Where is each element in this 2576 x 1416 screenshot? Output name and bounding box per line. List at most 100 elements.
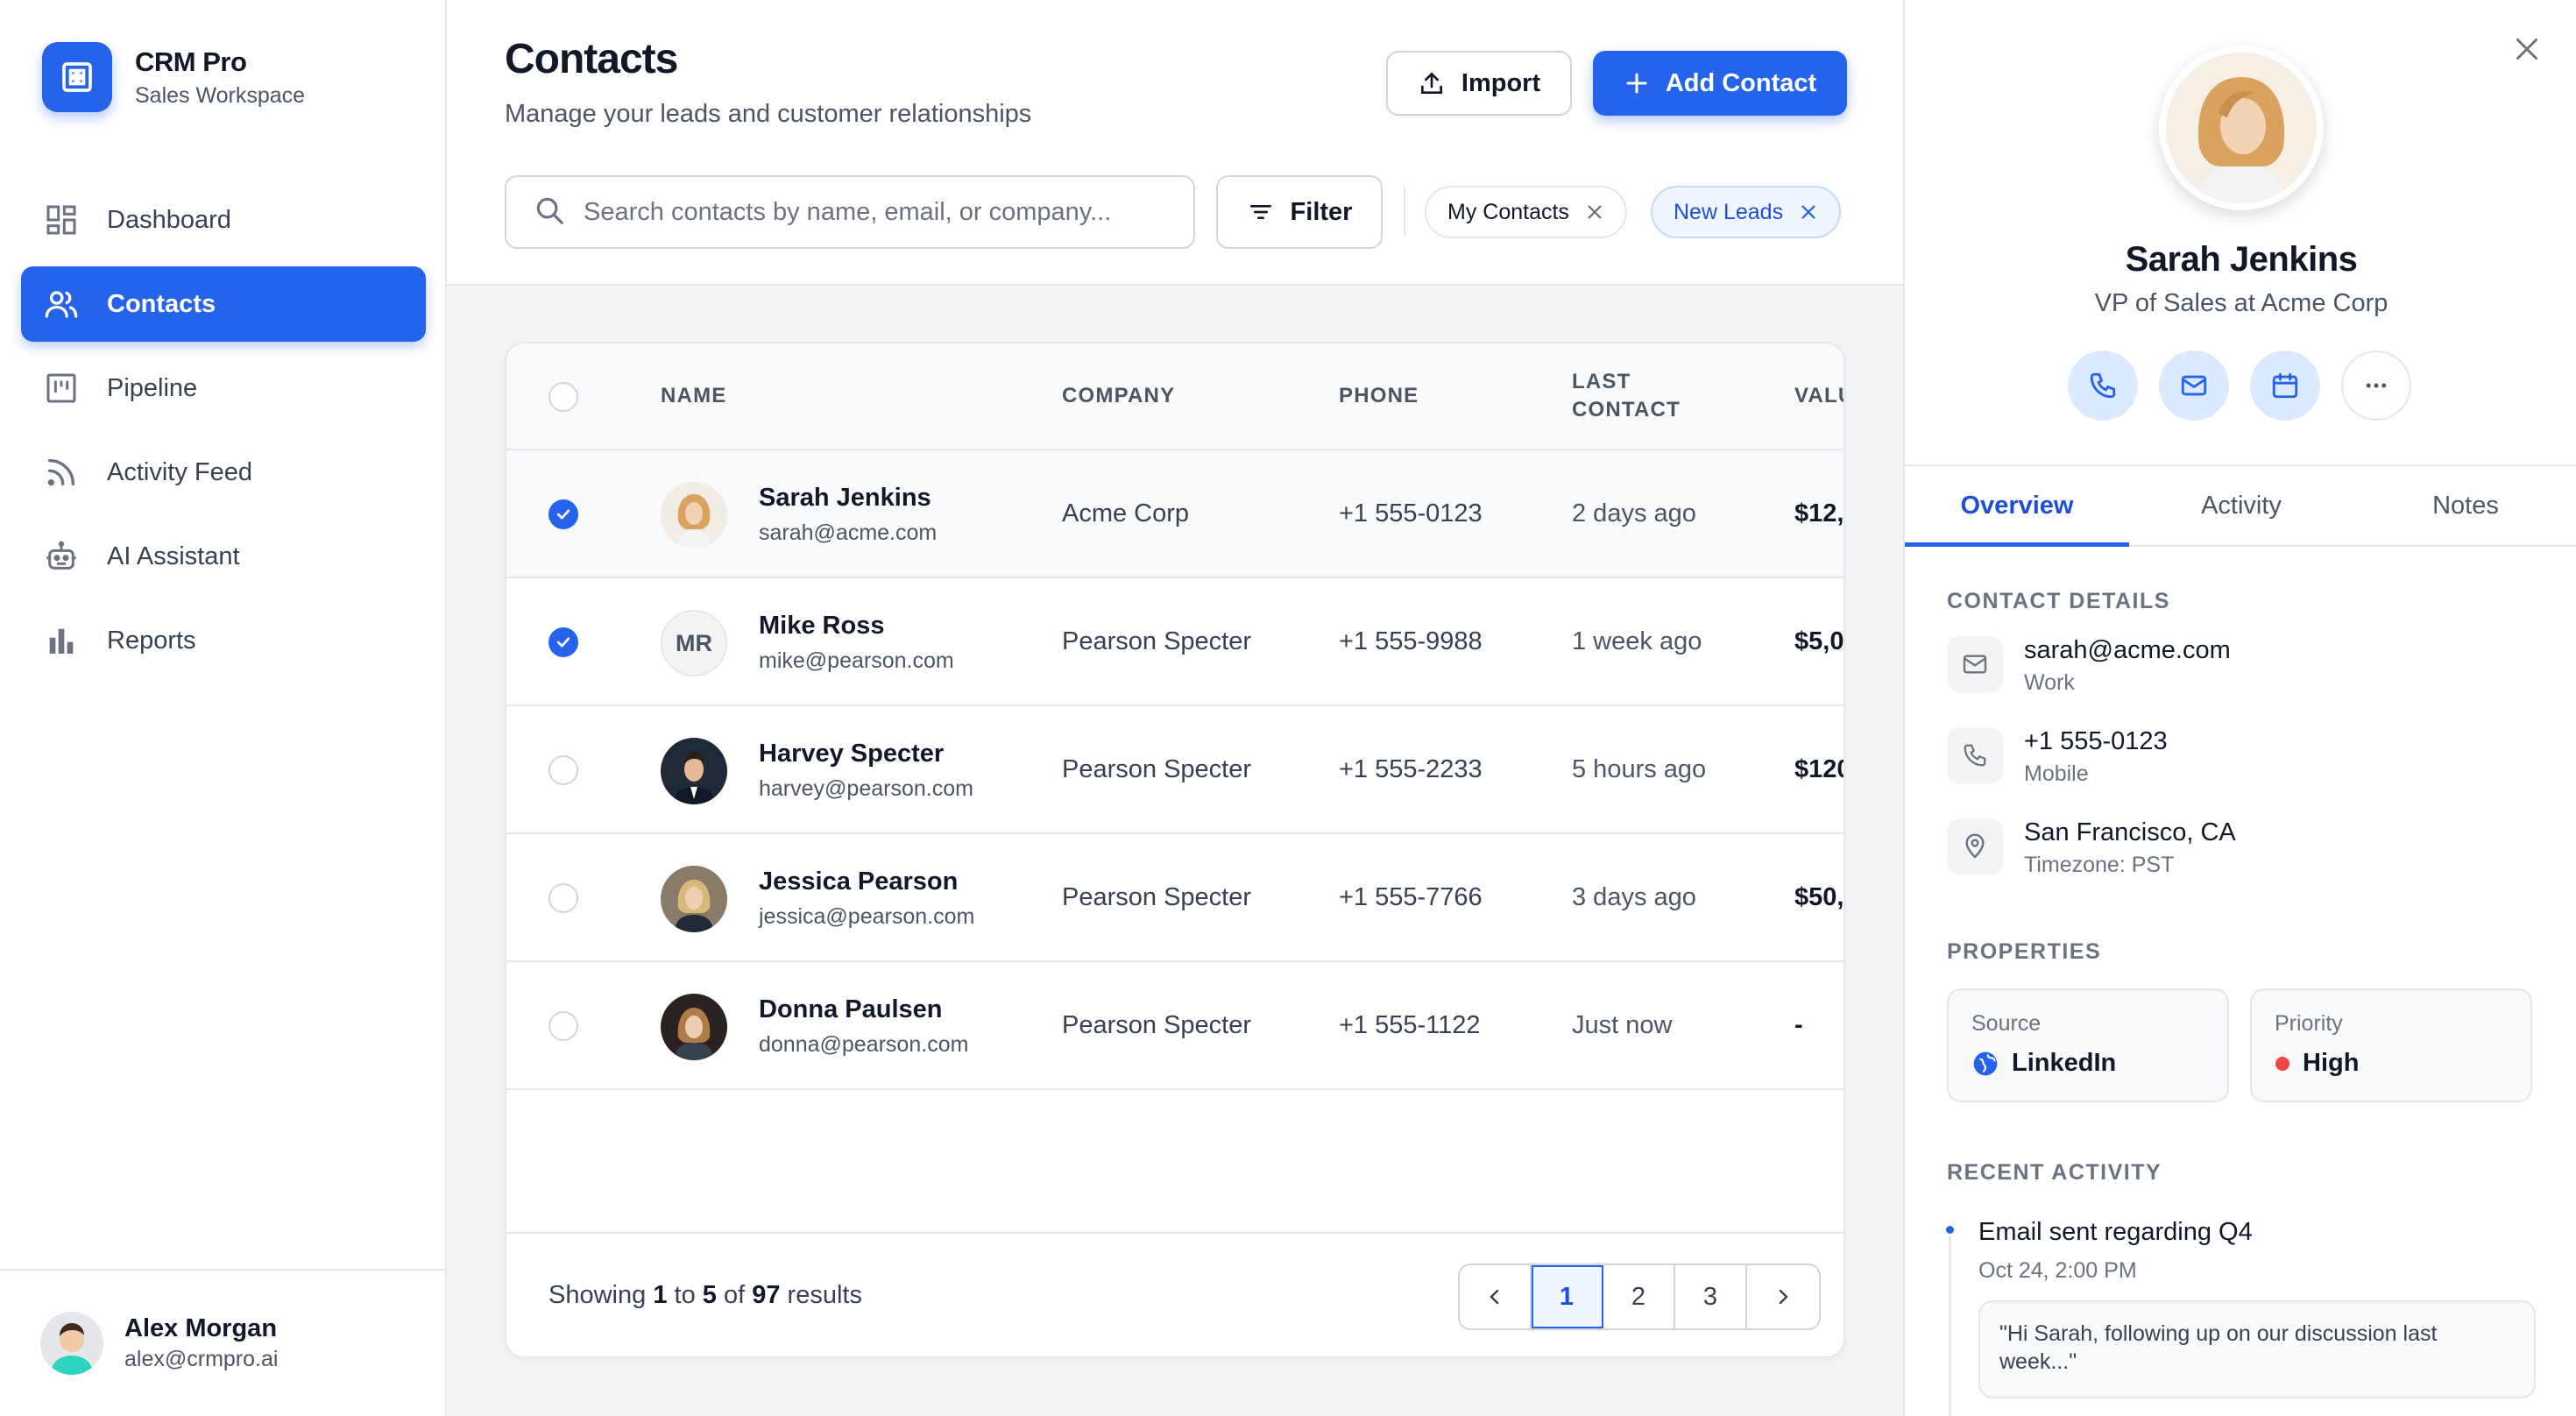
contact-name[interactable]: Harvey Specter xyxy=(759,740,945,768)
contact-email: donna@pearson.com xyxy=(759,1032,969,1057)
page-subtitle: Manage your leads and customer relations… xyxy=(505,100,1032,128)
row-checkbox[interactable] xyxy=(548,1011,578,1041)
page-button-2[interactable]: 2 xyxy=(1603,1265,1675,1328)
table-row[interactable]: Jessica Pearson jessica@pearson.com Pear… xyxy=(506,834,1844,962)
sidebar-item-activity-feed[interactable]: Activity Feed xyxy=(21,435,426,510)
detail-sub: Work xyxy=(2024,670,2075,695)
recent-activity-heading: RECENT ACTIVITY xyxy=(1947,1160,2162,1185)
sidebar-item-reports[interactable]: Reports xyxy=(21,603,426,678)
tab-notes[interactable]: Notes xyxy=(2432,491,2499,520)
main-content: Contacts Manage your leads and customer … xyxy=(447,0,1903,1416)
table-row[interactable]: Sarah Jenkins sarah@acme.com Acme Corp +… xyxy=(506,450,1844,578)
brand[interactable]: CRM Pro Sales Workspace xyxy=(42,42,305,112)
current-user[interactable]: Alex Morgan alex@crmpro.ai xyxy=(0,1269,445,1416)
results-from: 1 xyxy=(653,1281,668,1309)
close-icon[interactable] xyxy=(1585,202,1604,222)
sidebar-item-contacts[interactable]: Contacts xyxy=(21,266,426,342)
table-row[interactable]: MR Mike Ross mike@pearson.com Pearson Sp… xyxy=(506,578,1844,706)
sidebar-item-label: Dashboard xyxy=(107,205,231,234)
sidebar-item-label: Pipeline xyxy=(107,373,198,402)
activity-title[interactable]: Email sent regarding Q4 xyxy=(1978,1218,2253,1246)
results-prefix: Showing xyxy=(548,1281,647,1309)
contact-name[interactable]: Donna Paulsen xyxy=(759,995,943,1023)
close-icon[interactable] xyxy=(2509,32,2544,67)
chip-label: New Leads xyxy=(1674,199,1784,224)
contact-phone: +1 555-2233 xyxy=(1339,755,1483,783)
detail-sub: Timezone: PST xyxy=(2024,853,2175,877)
sidebar-item-label: Activity Feed xyxy=(107,457,252,486)
dashboard-icon xyxy=(42,201,81,239)
results-of-word: of xyxy=(723,1281,746,1309)
next-page-button[interactable] xyxy=(1747,1265,1819,1328)
brand-subtitle: Sales Workspace xyxy=(135,82,306,108)
import-button[interactable]: Import xyxy=(1386,51,1572,116)
timeline-dot xyxy=(1943,1223,1957,1236)
select-all-checkbox[interactable] xyxy=(548,382,578,412)
filter-button[interactable]: Filter xyxy=(1216,175,1383,249)
email-button[interactable] xyxy=(2159,350,2229,421)
contact-name: Sarah Jenkins xyxy=(2125,240,2358,279)
call-button[interactable] xyxy=(2068,350,2138,421)
property-priority[interactable]: Priority High xyxy=(2250,988,2532,1102)
more-horizontal-icon xyxy=(2366,383,2387,388)
add-contact-button[interactable]: Add Contact xyxy=(1593,51,1847,116)
contact-name[interactable]: Mike Ross xyxy=(759,612,885,640)
column-header-last-contact[interactable]: Last Contact xyxy=(1572,370,1681,421)
brand-title: CRM Pro xyxy=(135,46,247,77)
row-checkbox[interactable] xyxy=(548,627,578,657)
chevron-left-icon xyxy=(1490,1289,1499,1305)
sidebar-item-ai-assistant[interactable]: AI Assistant xyxy=(21,519,426,594)
column-header-phone[interactable]: Phone xyxy=(1339,384,1419,407)
schedule-button[interactable] xyxy=(2250,350,2320,421)
kanban-icon xyxy=(42,369,81,407)
prev-page-button[interactable] xyxy=(1460,1265,1532,1328)
table-row[interactable]: Donna Paulsen donna@pearson.com Pearson … xyxy=(506,962,1844,1090)
column-header-company[interactable]: Company xyxy=(1062,384,1176,407)
app-logo-icon xyxy=(42,42,112,112)
avatar xyxy=(661,738,727,804)
row-checkbox[interactable] xyxy=(548,499,578,529)
property-label: Priority xyxy=(2275,1011,2343,1036)
property-source[interactable]: Source LinkedIn xyxy=(1947,988,2229,1102)
sidebar-item-pipeline[interactable]: Pipeline xyxy=(21,350,426,426)
mail-icon xyxy=(1947,636,2003,692)
property-label: Source xyxy=(1971,1011,2042,1036)
detail-phone[interactable]: +1 555-0123 Mobile xyxy=(1947,727,2168,787)
row-checkbox[interactable] xyxy=(548,755,578,785)
contact-name[interactable]: Sarah Jenkins xyxy=(759,484,931,512)
contact-phone: +1 555-7766 xyxy=(1339,883,1483,911)
contact-value: - xyxy=(1794,1011,1803,1039)
users-icon xyxy=(42,285,81,323)
tab-activity[interactable]: Activity xyxy=(2201,491,2282,520)
page-button-3[interactable]: 3 xyxy=(1675,1265,1747,1328)
contact-email: harvey@pearson.com xyxy=(759,776,973,801)
rss-icon xyxy=(42,453,81,492)
table-row[interactable]: Harvey Specter harvey@pearson.com Pearso… xyxy=(506,706,1844,834)
activity-quote: "Hi Sarah, following up on our discussio… xyxy=(1978,1300,2536,1398)
page-button-1[interactable]: 1 xyxy=(1532,1265,1603,1328)
close-icon[interactable] xyxy=(1799,202,1818,222)
more-button[interactable] xyxy=(2341,350,2411,421)
row-checkbox[interactable] xyxy=(548,883,578,913)
filter-chip-new-leads[interactable]: New Leads xyxy=(1651,186,1842,238)
table-footer: Showing 1 to 5 of 97 results 1 2 3 xyxy=(506,1232,1844,1356)
contact-details-heading: CONTACT DETAILS xyxy=(1947,589,2170,613)
column-header-value[interactable]: Valu xyxy=(1794,384,1844,407)
contact-title: VP of Sales at Acme Corp xyxy=(2094,289,2388,317)
contact-detail-panel: Sarah Jenkins VP of Sales at Acme Corp O… xyxy=(1903,0,2576,1416)
divider xyxy=(1404,188,1405,237)
results-total: 97 xyxy=(752,1281,781,1309)
contact-email: sarah@acme.com xyxy=(759,520,938,545)
detail-location[interactable]: San Francisco, CA Timezone: PST xyxy=(1947,818,2236,878)
search-box[interactable] xyxy=(505,175,1195,249)
detail-email[interactable]: sarah@acme.com Work xyxy=(1947,636,2231,696)
sidebar-item-dashboard[interactable]: Dashboard xyxy=(21,182,426,258)
page-title: Contacts xyxy=(505,36,678,82)
contact-phone: +1 555-1122 xyxy=(1339,1011,1481,1039)
filter-chip-my-contacts[interactable]: My Contacts xyxy=(1425,186,1627,238)
tab-overview[interactable]: Overview xyxy=(1905,466,2129,547)
contact-name[interactable]: Jessica Pearson xyxy=(759,867,959,896)
contact-last-contact: 5 hours ago xyxy=(1572,755,1707,783)
column-header-name[interactable]: Name xyxy=(661,384,727,407)
search-input[interactable] xyxy=(584,197,1179,227)
